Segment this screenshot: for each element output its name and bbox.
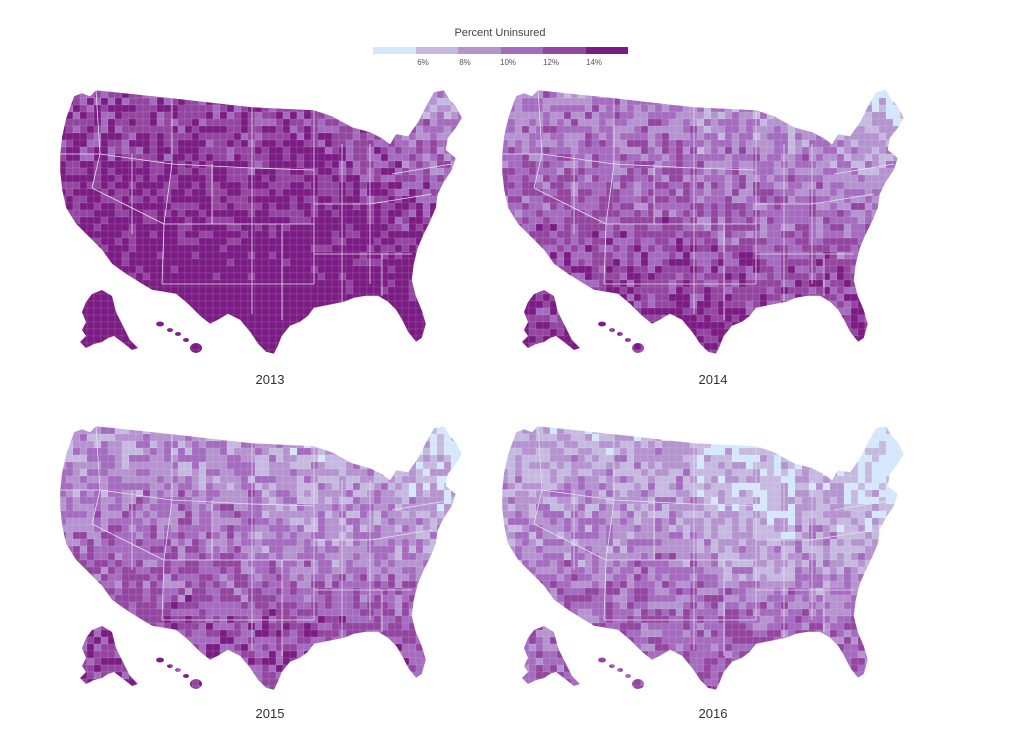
- county-fills: [52, 420, 465, 693]
- county-fills: [52, 84, 465, 357]
- legend-tick-12: 12%: [543, 58, 559, 67]
- legend-swatch-1: [416, 47, 459, 54]
- year-label-2016: 2016: [673, 706, 753, 721]
- legend-ticks: 6% 8% 10% 12% 14%: [370, 58, 630, 70]
- us-choropleth-2016: [494, 420, 934, 750]
- legend-color-scale: [373, 47, 628, 54]
- us-choropleth-2014: [494, 84, 934, 414]
- legend-tick-14: 14%: [586, 58, 602, 67]
- year-label-2014: 2014: [673, 372, 753, 387]
- map-2014: [494, 84, 934, 414]
- map-2015: [52, 420, 492, 750]
- year-label-2013: 2013: [230, 372, 310, 387]
- us-choropleth-2015: [52, 420, 492, 750]
- legend-swatch-3: [501, 47, 544, 54]
- county-fills: [494, 84, 907, 357]
- map-2016: [494, 420, 934, 750]
- year-label-2015: 2015: [230, 706, 310, 721]
- legend-tick-10: 10%: [500, 58, 516, 67]
- legend-swatch-4: [543, 47, 586, 54]
- legend-swatch-0: [373, 47, 416, 54]
- legend-tick-6: 6%: [417, 58, 429, 67]
- legend-swatch-5: [586, 47, 629, 54]
- map-2013: [52, 84, 492, 414]
- county-fills: [494, 420, 907, 693]
- legend: Percent Uninsured 6% 8% 10% 12% 14%: [370, 24, 630, 74]
- legend-title: Percent Uninsured: [370, 27, 630, 39]
- us-choropleth-2013: [52, 84, 492, 414]
- legend-swatch-2: [458, 47, 501, 54]
- legend-tick-8: 8%: [459, 58, 471, 67]
